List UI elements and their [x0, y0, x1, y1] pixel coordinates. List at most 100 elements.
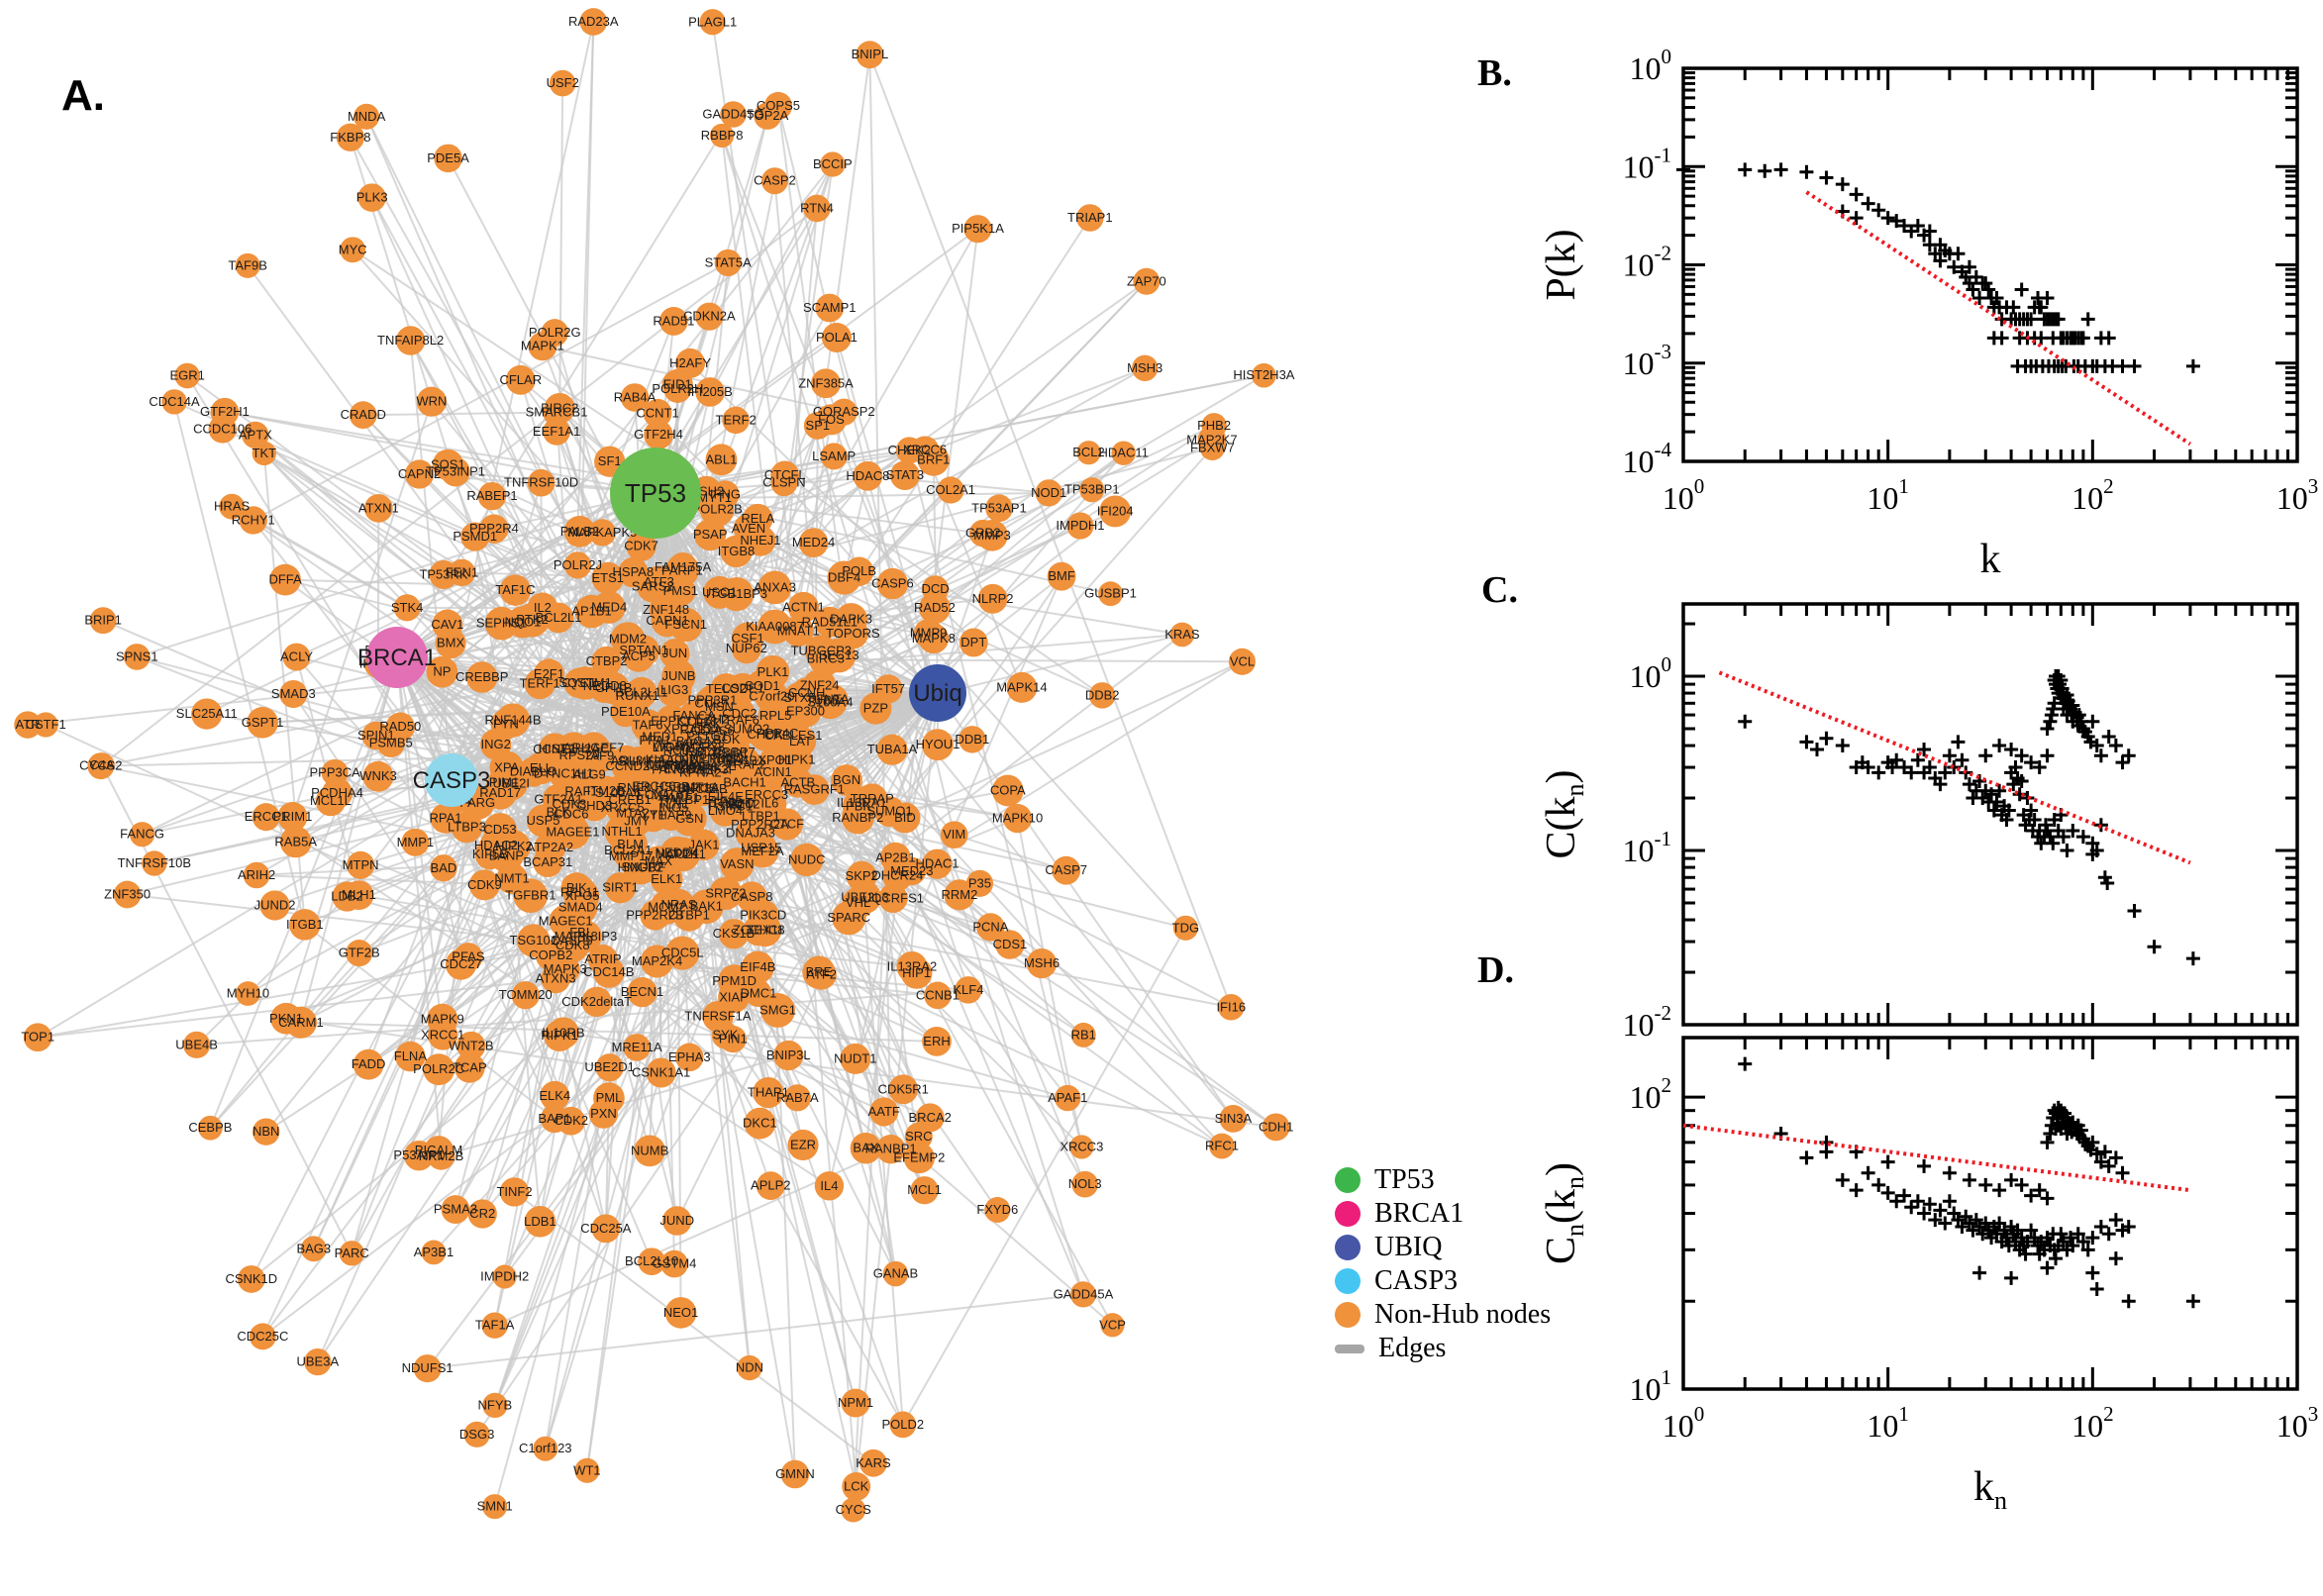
network-node	[591, 646, 622, 677]
network-edge	[494, 1135, 920, 1327]
network-node-label: HDAC2	[474, 838, 518, 852]
network-node-label: TNFAIP8L2	[377, 333, 444, 348]
network-node-label: CDH1	[1259, 1119, 1293, 1134]
network-node-label: MLH1	[342, 887, 376, 902]
network-node	[14, 711, 42, 739]
network-edge	[247, 264, 551, 675]
network-node-label: POLD2	[882, 1417, 925, 1432]
network-node-label: HIST2H3A	[1233, 367, 1294, 382]
network-node-label: TUBB	[806, 693, 841, 708]
network-node	[627, 977, 657, 1008]
network-node-label: KARS	[856, 1455, 891, 1470]
panel-c-label: C.	[1481, 569, 1518, 611]
data-point	[2089, 1282, 2104, 1297]
network-edge	[805, 858, 932, 1119]
legend-item: UBIQ	[1335, 1234, 1551, 1261]
network-node	[760, 993, 795, 1028]
network-node	[434, 144, 462, 173]
network-node-label: JUND	[659, 1213, 694, 1228]
network-node	[806, 959, 837, 990]
data-point	[1758, 163, 1772, 178]
data-point	[2121, 1294, 2136, 1309]
data-point	[1992, 1183, 2007, 1198]
network-node	[753, 1076, 784, 1109]
network-node-label: DKC1	[743, 1116, 777, 1131]
network-node	[550, 954, 580, 985]
chart-clustering-coefficient: 100 10-1 10-2 C(kn)	[1539, 602, 2299, 1043]
network-node	[543, 417, 570, 446]
data-point	[1810, 742, 1824, 756]
network-node-label: BIK	[566, 880, 587, 895]
network-node	[533, 1436, 558, 1461]
network-edge	[127, 893, 534, 943]
network-node	[492, 1264, 517, 1289]
legend-label: UBIQ	[1374, 1232, 1443, 1262]
network-node-label: GUSBP1	[1084, 586, 1137, 601]
node-swatch-icon	[1335, 1268, 1361, 1294]
network-edge	[252, 519, 453, 781]
network-node-label: CDC14B	[583, 964, 634, 979]
network-node	[1252, 362, 1276, 388]
network-node-label: ZAP70	[1127, 273, 1166, 288]
network-edge	[937, 692, 1235, 1120]
network-node	[959, 726, 986, 753]
network-node-label: HIPK1	[778, 752, 816, 767]
network-node	[787, 1129, 819, 1161]
network-node	[423, 1053, 455, 1086]
network-node	[249, 1323, 276, 1350]
data-point	[1955, 752, 1970, 767]
data-point	[2085, 714, 2100, 729]
network-node	[644, 420, 673, 449]
network-node-label: SIRT1	[602, 880, 639, 895]
network-node-label: TOMM20	[499, 987, 553, 1002]
network-node	[745, 979, 772, 1008]
data-point	[2085, 1265, 2100, 1280]
network-node	[524, 1206, 556, 1238]
network-node	[763, 91, 793, 121]
network-node	[183, 1031, 211, 1058]
network-node	[467, 1199, 497, 1229]
network-node-label: ANXA3	[754, 579, 796, 594]
network-node	[428, 1020, 458, 1050]
network-node	[773, 1040, 804, 1071]
network-node-label: AATF	[868, 1104, 900, 1119]
network-node-label: UQCRFS1	[862, 890, 924, 905]
hub-node-label-tp53: TP53	[625, 478, 686, 508]
network-node	[533, 847, 563, 878]
network-node	[640, 899, 670, 931]
network-node-label: ABL1	[706, 451, 738, 466]
panel-a-label: A.	[61, 71, 105, 120]
network-node	[1199, 435, 1226, 460]
network-node	[830, 398, 858, 426]
data-point	[2040, 1191, 2055, 1206]
network-node	[770, 808, 803, 841]
network-node	[664, 1297, 697, 1329]
data-point	[2108, 1213, 2123, 1228]
network-node	[300, 1236, 327, 1262]
network-node	[719, 1025, 747, 1053]
network-node-label: IL10RB	[542, 1025, 584, 1040]
network-node-label: ZNF350	[104, 886, 151, 901]
network-node	[533, 658, 564, 690]
network-node-label: BGN	[833, 772, 860, 787]
network-node	[237, 1265, 265, 1293]
network-node-label: E2F1	[534, 666, 564, 681]
network-node	[618, 556, 649, 588]
network-node	[837, 618, 868, 649]
network-node	[1069, 1135, 1094, 1159]
network-node	[876, 567, 909, 600]
data-point	[1676, 162, 1690, 177]
network-node-label: IMPDH1	[1056, 518, 1104, 533]
network-node-label: MDM2	[609, 632, 647, 647]
chart-frame	[1681, 602, 2299, 1027]
network-node-label: TAF9B	[228, 257, 267, 272]
network-node-label: LIG4	[653, 740, 680, 754]
network-node	[456, 1031, 486, 1060]
network-node	[505, 364, 536, 395]
data-point	[1951, 735, 1966, 749]
network-node-label: IL6	[760, 796, 778, 811]
network-node-label: SQSTM1	[558, 675, 611, 690]
network-node-label: CCNT1	[636, 405, 678, 420]
data-point	[1942, 1165, 1957, 1180]
